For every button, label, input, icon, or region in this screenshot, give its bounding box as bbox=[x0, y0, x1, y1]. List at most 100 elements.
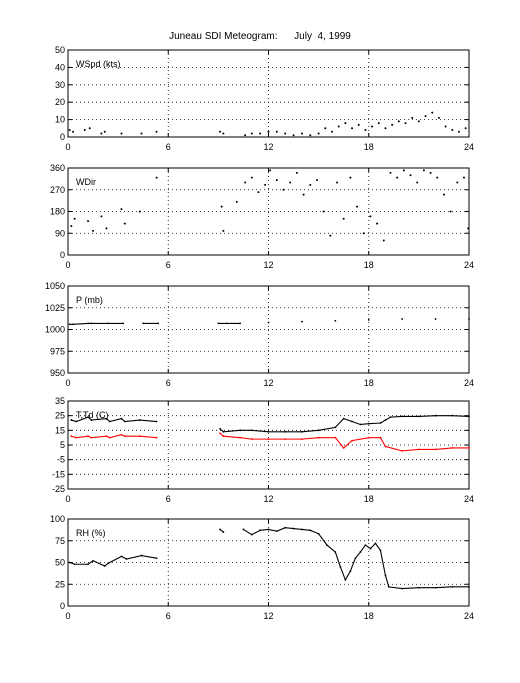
data-point bbox=[330, 130, 333, 133]
data-point bbox=[369, 215, 372, 218]
data-point bbox=[105, 435, 108, 438]
series-line bbox=[71, 416, 157, 423]
data-point bbox=[259, 529, 262, 532]
data-point bbox=[87, 220, 90, 223]
data-point bbox=[267, 438, 270, 441]
data-point bbox=[391, 123, 394, 126]
data-point bbox=[292, 134, 295, 137]
data-point bbox=[282, 188, 285, 191]
data-point bbox=[434, 414, 437, 417]
x-tick-label: 18 bbox=[364, 378, 374, 388]
data-point bbox=[267, 130, 270, 133]
y-tick-label: 950 bbox=[50, 368, 65, 378]
data-point bbox=[309, 134, 312, 137]
x-tick-label: 24 bbox=[464, 142, 474, 152]
data-point bbox=[451, 129, 454, 132]
data-point bbox=[417, 448, 420, 451]
data-point bbox=[244, 134, 247, 137]
y-tick-label: 50 bbox=[55, 45, 65, 55]
data-point bbox=[107, 562, 109, 565]
series-line bbox=[69, 322, 124, 325]
series-line bbox=[71, 434, 157, 439]
data-point bbox=[389, 171, 392, 174]
data-point bbox=[354, 557, 357, 560]
data-point bbox=[155, 176, 158, 179]
data-point bbox=[364, 129, 367, 132]
data-point bbox=[401, 587, 404, 590]
y-tick-label: 360 bbox=[50, 163, 65, 173]
data-point bbox=[68, 323, 71, 326]
x-tick-label: 6 bbox=[166, 611, 171, 621]
data-point bbox=[444, 125, 447, 128]
panel-label: T,Td (C) bbox=[76, 410, 109, 420]
data-point bbox=[90, 322, 93, 325]
data-point bbox=[351, 420, 353, 423]
data-point bbox=[467, 227, 470, 230]
data-point bbox=[349, 176, 352, 179]
data-point bbox=[416, 181, 419, 184]
data-point bbox=[429, 171, 432, 174]
data-point bbox=[275, 179, 278, 182]
data-point bbox=[434, 448, 437, 451]
series-line bbox=[69, 554, 157, 567]
data-point bbox=[105, 417, 108, 420]
data-point bbox=[317, 532, 320, 535]
data-point bbox=[379, 436, 382, 439]
x-tick-label: 18 bbox=[364, 260, 374, 270]
data-point bbox=[351, 439, 353, 442]
data-point bbox=[289, 181, 292, 184]
data-point bbox=[356, 205, 359, 208]
data-point bbox=[384, 127, 387, 130]
y-tick-label: 0 bbox=[60, 250, 65, 260]
data-point bbox=[309, 183, 312, 186]
data-point bbox=[220, 205, 223, 208]
data-point bbox=[70, 435, 73, 438]
data-point bbox=[315, 179, 318, 182]
data-point bbox=[75, 436, 78, 439]
data-point bbox=[157, 322, 160, 325]
data-point bbox=[219, 432, 221, 435]
data-point bbox=[371, 125, 374, 128]
data-point bbox=[222, 229, 225, 232]
data-point bbox=[123, 222, 126, 225]
data-point bbox=[120, 417, 123, 420]
data-point bbox=[259, 132, 262, 135]
x-tick-label: 6 bbox=[166, 260, 171, 270]
data-point bbox=[264, 183, 267, 186]
data-point bbox=[284, 526, 287, 529]
data-point bbox=[92, 559, 94, 562]
data-point bbox=[349, 570, 352, 573]
data-point bbox=[267, 430, 270, 433]
data-point bbox=[342, 417, 345, 420]
x-tick-label: 24 bbox=[464, 378, 474, 388]
data-point bbox=[451, 414, 454, 417]
y-tick-label: 20 bbox=[55, 97, 65, 107]
data-point bbox=[295, 171, 298, 174]
data-point bbox=[103, 130, 106, 133]
data-point bbox=[364, 544, 367, 546]
data-point bbox=[155, 436, 158, 439]
data-point bbox=[464, 127, 467, 130]
data-point bbox=[284, 132, 287, 135]
data-point bbox=[155, 130, 158, 133]
data-point bbox=[108, 436, 111, 439]
data-point bbox=[357, 123, 360, 126]
data-point bbox=[75, 420, 78, 423]
data-point bbox=[250, 533, 253, 536]
x-tick-label: 12 bbox=[263, 494, 273, 504]
data-point bbox=[411, 116, 414, 119]
data-point bbox=[100, 215, 103, 218]
data-point bbox=[401, 449, 404, 452]
data-point bbox=[376, 222, 379, 225]
x-tick-label: 6 bbox=[166, 378, 171, 388]
data-point bbox=[384, 419, 387, 421]
data-point bbox=[374, 542, 377, 545]
y-tick-label: 100 bbox=[50, 514, 65, 524]
data-point bbox=[250, 176, 253, 179]
data-point bbox=[140, 132, 143, 135]
data-point bbox=[92, 229, 95, 232]
data-point bbox=[120, 555, 123, 558]
data-point bbox=[250, 438, 253, 441]
data-point bbox=[138, 419, 141, 421]
data-point bbox=[434, 318, 437, 320]
